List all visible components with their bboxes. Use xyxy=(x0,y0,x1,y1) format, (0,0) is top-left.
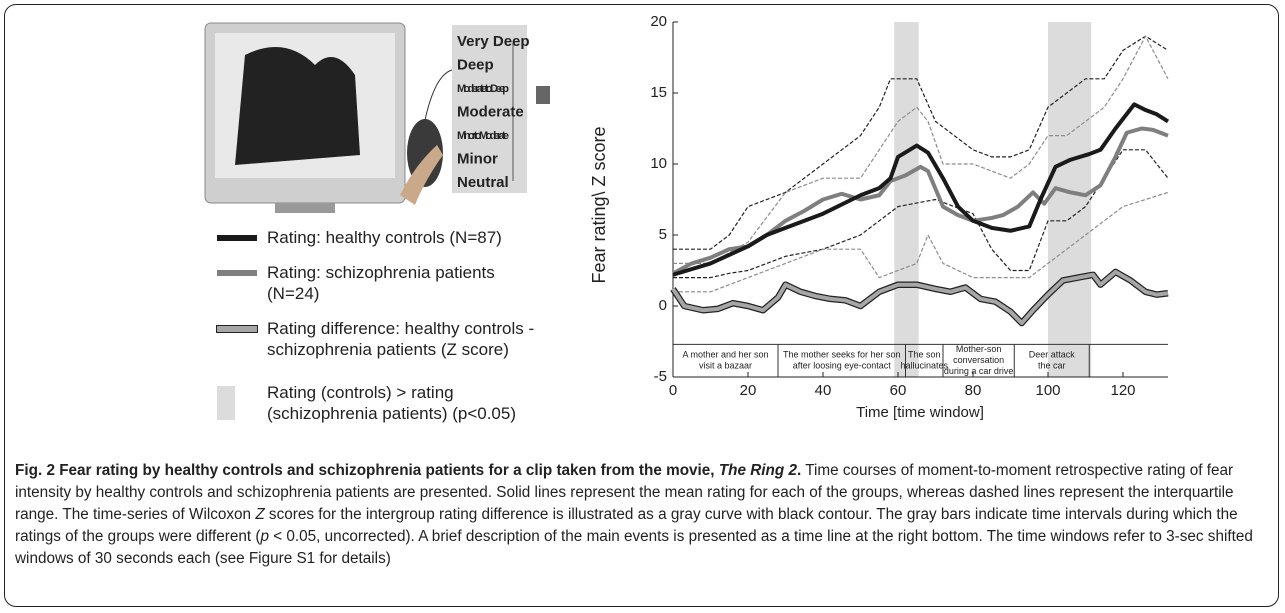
screen-image xyxy=(235,47,360,165)
legend-item: Rating: schizophrenia patients (N=24) xyxy=(217,262,547,304)
legend-swatch xyxy=(217,386,235,420)
caption-text: Fig. 2 Fear rating by healthy controls a… xyxy=(15,462,719,479)
legend-item: Rating (controls) > rating (schizophreni… xyxy=(217,382,547,424)
y-tick-label: 20 xyxy=(650,13,667,30)
monitor-stand xyxy=(275,203,335,213)
chart: Very Deep Deep Moderate to Deep Moderate Min… xyxy=(5,5,1279,455)
scale-label: Moderate to Deep xyxy=(457,83,509,95)
event-label: visit a bazaar xyxy=(699,361,752,371)
legend-swatch xyxy=(217,235,257,241)
legend-label: Rating: schizophrenia patients (N=24) xyxy=(267,263,495,303)
legend: Rating: healthy controls (N=87) Rating: s… xyxy=(217,227,547,438)
event-label: conversation xyxy=(953,355,1004,365)
caption-text: Z xyxy=(255,506,264,523)
event-label: A mother and her son xyxy=(682,350,768,360)
scale-label: Moderate xyxy=(457,103,524,120)
legend-label: Rating difference: healthy controls -sch… xyxy=(267,319,534,359)
caption: Fig. 2 Fear rating by healthy controls a… xyxy=(15,460,1267,570)
legend-label: Rating: healthy controls (N=87) xyxy=(267,228,502,247)
event-label: The mother seeks for her son xyxy=(783,350,901,360)
scale-slider xyxy=(536,86,550,104)
x-tick-label: 120 xyxy=(1110,382,1135,399)
event-label: hallucinates xyxy=(900,361,948,371)
scale-label: Minor xyxy=(457,150,498,167)
x-tick-label: 20 xyxy=(740,382,757,399)
y-tick-label: 10 xyxy=(650,155,667,172)
caption-text: The Ring 2 xyxy=(719,462,797,479)
x-tick-label: 60 xyxy=(890,382,907,399)
significance-band xyxy=(894,22,918,377)
x-tick-label: 40 xyxy=(815,382,832,399)
scale-label: Minor to Moderate xyxy=(457,130,509,142)
iqr-line xyxy=(673,36,1168,249)
x-tick-label: 0 xyxy=(669,382,677,399)
legend-swatch xyxy=(217,326,257,332)
y-tick-label: 5 xyxy=(659,226,667,243)
significance-band xyxy=(1048,22,1091,377)
x-tick-label: 80 xyxy=(965,382,982,399)
y-tick-label: 0 xyxy=(659,297,667,314)
x-tick-label: 100 xyxy=(1035,382,1060,399)
event-label: after loosing eye-contact xyxy=(793,361,892,371)
scale-label: Very Deep xyxy=(457,33,530,50)
event-label: Deer attack xyxy=(1029,350,1076,360)
y-tick-label: -5 xyxy=(654,368,667,385)
line-outline xyxy=(673,272,1168,323)
caption-text: p xyxy=(260,528,269,545)
scale-label: Deep xyxy=(457,56,494,73)
mouse-cable xyxy=(425,70,452,120)
event-label: the car xyxy=(1038,361,1066,371)
y-axis-label: Fear rating\ Z score xyxy=(589,126,609,283)
figure: Very Deep Deep Moderate to Deep Moderate Min… xyxy=(4,4,1279,607)
event-label: during a car drive xyxy=(944,366,1014,376)
legend-swatch xyxy=(217,270,257,276)
legend-item: Rating: healthy controls (N=87) xyxy=(217,227,547,248)
event-label: The son xyxy=(908,350,941,360)
event-label: Mother-son xyxy=(956,344,1002,354)
y-tick-label: 15 xyxy=(650,84,667,101)
x-axis-label: Time [time window] xyxy=(856,404,984,421)
legend-label: Rating (controls) > rating (schizophreni… xyxy=(267,383,516,423)
caption-title: Fig. 2 Fear rating by healthy controls a… xyxy=(15,462,801,479)
scale-label: Neutral xyxy=(457,174,509,191)
legend-item: Rating difference: healthy controls -sch… xyxy=(217,318,547,360)
